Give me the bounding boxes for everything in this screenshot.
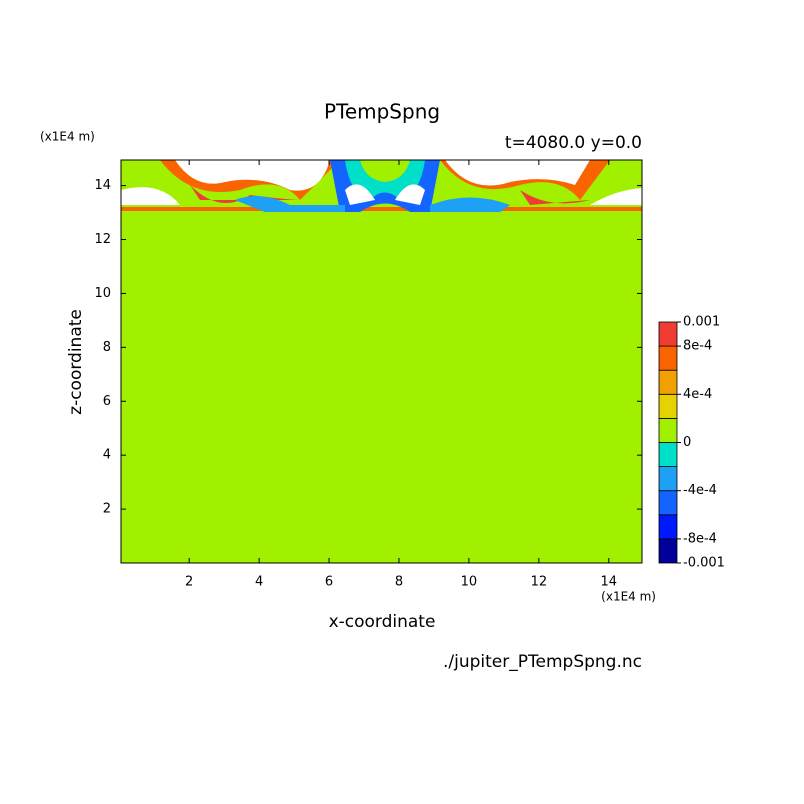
y-tick-label: 14	[94, 178, 111, 193]
field-background	[121, 160, 642, 563]
colorbar-band	[658, 490, 678, 516]
colorbar-tick-label: 0	[683, 435, 691, 450]
x-tick-label: 8	[395, 575, 403, 590]
field-band	[235, 196, 345, 212]
y-tick-label: 12	[94, 232, 111, 247]
field-blank	[395, 184, 425, 205]
colorbar-band	[658, 417, 678, 443]
y-tick-label: 6	[103, 394, 111, 409]
field-band	[430, 197, 510, 212]
field-blank	[590, 188, 642, 205]
colorbar-band	[658, 393, 678, 419]
y-tick-label: 2	[103, 502, 111, 517]
colorbar-band	[658, 442, 678, 468]
x-tick-label: 14	[601, 575, 618, 590]
y-tick-label: 10	[94, 286, 111, 301]
x-tick-label: 2	[185, 575, 193, 590]
field-blank	[345, 184, 375, 205]
colorbar-tick-label: 0.001	[683, 315, 720, 330]
field-band	[360, 160, 410, 182]
y-axis-title: z-coordinate	[66, 309, 86, 415]
colorbar-band	[658, 345, 678, 371]
source-file: ./jupiter_PTempSpng.nc	[443, 652, 642, 672]
contour-field	[121, 160, 642, 563]
colorbar-tick-label: -8e-4	[683, 531, 717, 546]
chart-title: PTempSpng	[324, 100, 440, 124]
x-tick-label: 4	[255, 575, 263, 590]
colorbar-band	[658, 369, 678, 395]
x-unit: (x1E4 m)	[601, 590, 656, 604]
y-tick-label: 4	[103, 448, 111, 463]
field-blank	[121, 187, 180, 205]
colorbar-tick-label: 8e-4	[683, 339, 712, 354]
colorbar-tick-label: 4e-4	[683, 387, 712, 402]
plot-frame	[120, 159, 643, 564]
colorbar-band	[658, 466, 678, 492]
colorbar-tick-label: -4e-4	[683, 483, 717, 498]
x-tick-label: 12	[531, 575, 548, 590]
chart-subtitle: t=4080.0 y=0.0	[505, 133, 642, 153]
y-tick-label: 8	[103, 340, 111, 355]
x-tick-label: 6	[325, 575, 333, 590]
field-blank	[175, 160, 330, 191]
field-band	[121, 207, 642, 211]
y-unit: (x1E4 m)	[40, 130, 95, 144]
colorbar-band	[658, 321, 678, 347]
field-blank	[445, 160, 590, 186]
colorbar-band	[658, 538, 678, 564]
x-axis-title: x-coordinate	[329, 612, 436, 632]
field-band	[520, 190, 590, 205]
colorbar-tick-label: -0.001	[683, 556, 725, 571]
x-tick-label: 10	[461, 575, 478, 590]
colorbar-band	[658, 514, 678, 540]
